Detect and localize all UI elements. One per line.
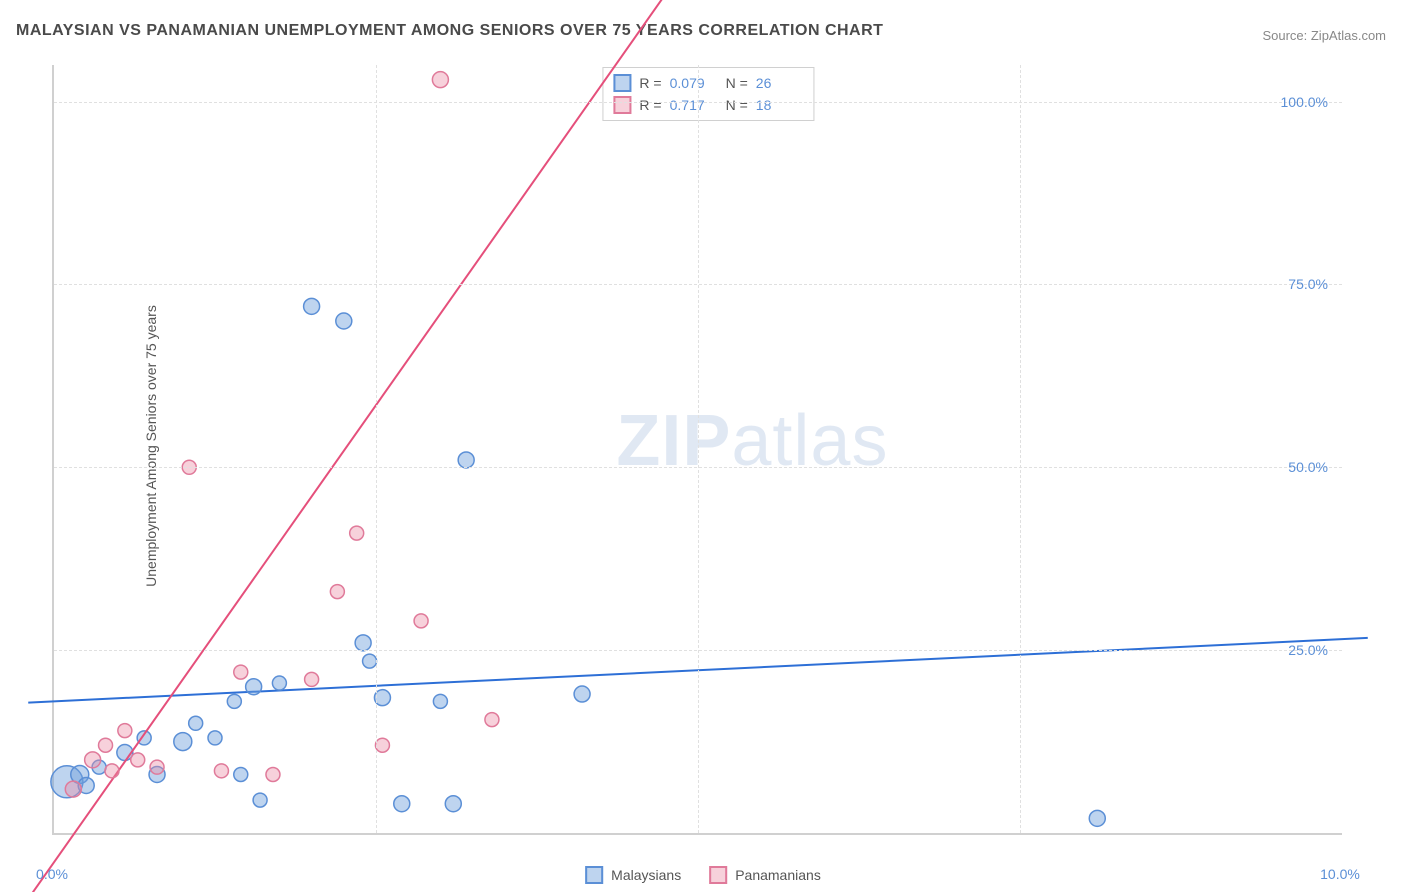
plot-area: ZIPatlas R = 0.079 N = 26 R = 0.717 N = … — [52, 65, 1342, 835]
y-tick-label: 25.0% — [1288, 642, 1328, 658]
x-tick-label: 10.0% — [1320, 866, 1360, 882]
y-tick-label: 75.0% — [1288, 276, 1328, 292]
data-point — [394, 796, 410, 812]
data-point — [355, 635, 371, 651]
data-point — [375, 738, 389, 752]
gridline-v — [376, 65, 377, 833]
legend-swatch — [709, 866, 727, 884]
gridline-v — [1020, 65, 1021, 833]
data-point — [414, 614, 428, 628]
data-point — [432, 72, 448, 88]
data-point — [363, 654, 377, 668]
gridline-v — [698, 65, 699, 833]
data-point — [272, 676, 286, 690]
legend-item: Panamanians — [709, 866, 821, 884]
data-point — [214, 764, 228, 778]
chart-title: MALAYSIAN VS PANAMANIAN UNEMPLOYMENT AMO… — [16, 22, 883, 40]
data-point — [118, 724, 132, 738]
data-point — [445, 796, 461, 812]
data-point — [336, 313, 352, 329]
chart-source: Source: ZipAtlas.com — [1262, 28, 1386, 43]
data-point — [99, 738, 113, 752]
data-point — [458, 452, 474, 468]
data-point — [305, 672, 319, 686]
y-tick-label: 50.0% — [1288, 459, 1328, 475]
data-point — [350, 526, 364, 540]
data-point — [234, 767, 248, 781]
data-point — [189, 716, 203, 730]
data-point — [330, 585, 344, 599]
data-point — [174, 733, 192, 751]
data-point — [253, 793, 267, 807]
data-point — [433, 694, 447, 708]
data-point — [131, 753, 145, 767]
chart-container: MALAYSIAN VS PANAMANIAN UNEMPLOYMENT AMO… — [0, 0, 1406, 892]
data-point — [485, 713, 499, 727]
data-point — [105, 764, 119, 778]
data-point — [227, 694, 241, 708]
data-point — [266, 767, 280, 781]
legend-label: Panamanians — [735, 867, 821, 883]
data-point — [65, 781, 81, 797]
data-point — [1089, 810, 1105, 826]
data-point — [85, 752, 101, 768]
data-point — [574, 686, 590, 702]
data-point — [150, 760, 164, 774]
x-tick-label: 0.0% — [36, 866, 68, 882]
data-point — [234, 665, 248, 679]
data-point — [304, 298, 320, 314]
y-tick-label: 100.0% — [1281, 94, 1328, 110]
bottom-legend: Malaysians Panamanians — [585, 866, 821, 884]
legend-swatch — [585, 866, 603, 884]
data-point — [246, 679, 262, 695]
data-point — [208, 731, 222, 745]
legend-item: Malaysians — [585, 866, 681, 884]
legend-label: Malaysians — [611, 867, 681, 883]
